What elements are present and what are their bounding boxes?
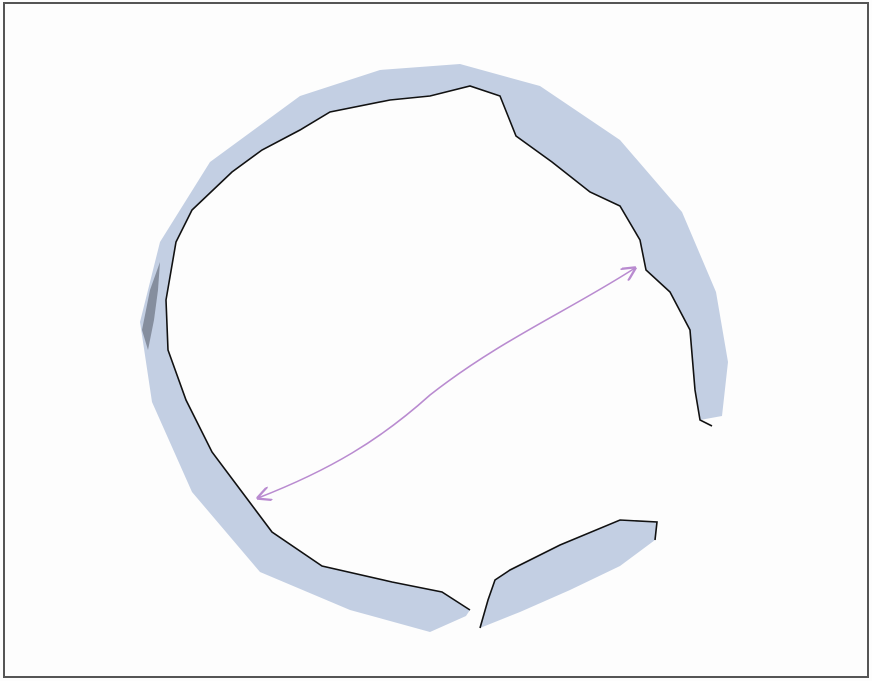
ring-fragment-dark: [142, 262, 160, 350]
ring-inner-edge: [165, 85, 713, 611]
ring-fragment: [480, 520, 657, 628]
diameter-arrow: [258, 268, 635, 498]
frame: [3, 2, 869, 678]
ring-inner-edge: [479, 519, 658, 629]
